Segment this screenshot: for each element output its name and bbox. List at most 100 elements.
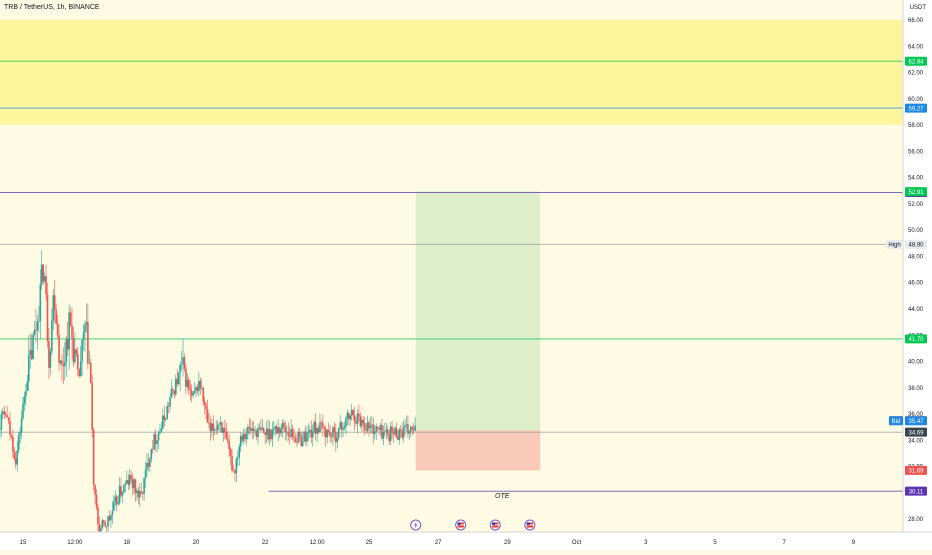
candle-body[interactable] xyxy=(221,422,223,433)
candle-body[interactable] xyxy=(27,355,30,382)
candle-body[interactable] xyxy=(242,434,245,441)
candle-body[interactable] xyxy=(92,429,95,485)
candle-body[interactable] xyxy=(52,295,55,321)
candle-body[interactable] xyxy=(365,428,367,431)
candle-body[interactable] xyxy=(167,406,170,407)
candle-body[interactable] xyxy=(313,422,316,432)
candle-body[interactable] xyxy=(277,427,279,434)
candle-body[interactable] xyxy=(113,501,115,511)
candle-body[interactable] xyxy=(234,470,236,474)
candle-body[interactable] xyxy=(388,434,390,442)
candle-body[interactable] xyxy=(144,469,147,478)
candle-body[interactable] xyxy=(71,325,73,339)
candle-body[interactable] xyxy=(58,335,60,364)
profit-target-box[interactable] xyxy=(415,191,541,431)
candle-body[interactable] xyxy=(320,422,323,424)
candle-body[interactable] xyxy=(118,486,121,504)
candle-body[interactable] xyxy=(247,426,249,434)
time-axis[interactable] xyxy=(0,532,932,550)
candle-body[interactable] xyxy=(16,450,19,465)
candle-body[interactable] xyxy=(379,424,382,430)
candle-body[interactable] xyxy=(85,321,88,325)
candle-body[interactable] xyxy=(410,426,412,432)
candle-body[interactable] xyxy=(301,441,304,446)
candle-body[interactable] xyxy=(245,433,248,440)
stop-loss-box[interactable] xyxy=(415,430,541,471)
candle-body[interactable] xyxy=(66,339,69,350)
candle-body[interactable] xyxy=(352,409,354,416)
candle-body[interactable] xyxy=(192,393,194,396)
candle-body[interactable] xyxy=(81,339,83,362)
candle-body[interactable] xyxy=(134,479,137,493)
candle-body[interactable] xyxy=(153,434,155,450)
candle-body[interactable] xyxy=(327,430,330,433)
candle-body[interactable] xyxy=(226,438,229,442)
candle-body[interactable] xyxy=(211,423,213,432)
candle-body[interactable] xyxy=(133,479,135,489)
candle-body[interactable] xyxy=(105,526,108,527)
candle-body[interactable] xyxy=(375,426,378,432)
candle-body[interactable] xyxy=(17,435,20,451)
candle-body[interactable] xyxy=(408,431,411,434)
candle-body[interactable] xyxy=(196,386,199,392)
candle-body[interactable] xyxy=(371,424,373,426)
candle-body[interactable] xyxy=(190,390,193,396)
candle-body[interactable] xyxy=(107,516,109,527)
candle-body[interactable] xyxy=(270,429,272,440)
candle-body[interactable] xyxy=(232,470,235,472)
candle-body[interactable] xyxy=(337,428,340,438)
candle-body[interactable] xyxy=(249,428,252,431)
candle-body[interactable] xyxy=(38,321,40,322)
candle-body[interactable] xyxy=(280,428,282,434)
candle-body[interactable] xyxy=(283,423,285,427)
price-axis[interactable] xyxy=(903,0,932,550)
candle-body[interactable] xyxy=(183,357,186,369)
candle-body[interactable] xyxy=(10,434,13,437)
candle-body[interactable] xyxy=(372,424,375,434)
candle-body[interactable] xyxy=(241,436,243,441)
candle-body[interactable] xyxy=(12,436,14,453)
candle-body[interactable] xyxy=(342,428,344,430)
candle-body[interactable] xyxy=(332,427,334,438)
candle-body[interactable] xyxy=(7,417,10,421)
candle-body[interactable] xyxy=(317,428,320,433)
candle-body[interactable] xyxy=(353,415,356,423)
candle-body[interactable] xyxy=(163,415,166,420)
candle-body[interactable] xyxy=(151,448,154,450)
candle-body[interactable] xyxy=(124,483,127,486)
candle-body[interactable] xyxy=(169,397,171,407)
candle-body[interactable] xyxy=(172,389,174,391)
candle-body[interactable] xyxy=(326,430,328,438)
candle-body[interactable] xyxy=(25,390,27,397)
candle-body[interactable] xyxy=(149,458,151,467)
candle-body[interactable] xyxy=(176,378,179,385)
candle-body[interactable] xyxy=(166,406,168,419)
candle-body[interactable] xyxy=(150,448,153,459)
candle-body[interactable] xyxy=(164,418,167,420)
candle-body[interactable] xyxy=(306,433,308,442)
candle-body[interactable] xyxy=(102,520,105,522)
candle-body[interactable] xyxy=(94,484,96,495)
candle-body[interactable] xyxy=(49,351,52,368)
candle-body[interactable] xyxy=(76,353,79,370)
candle-body[interactable] xyxy=(271,430,274,440)
candle-body[interactable] xyxy=(88,362,91,364)
candle-body[interactable] xyxy=(284,426,287,432)
candle-body[interactable] xyxy=(65,339,68,363)
candle-body[interactable] xyxy=(350,409,353,416)
candle-body[interactable] xyxy=(216,425,219,431)
candle-body[interactable] xyxy=(251,428,254,431)
candle-body[interactable] xyxy=(319,422,321,433)
candle-body[interactable] xyxy=(275,426,278,434)
candle-body[interactable] xyxy=(257,427,259,437)
candle-body[interactable] xyxy=(405,424,408,426)
candle-body[interactable] xyxy=(254,430,256,432)
candle-body[interactable] xyxy=(260,427,262,430)
candle-body[interactable] xyxy=(363,423,366,429)
candle-body[interactable] xyxy=(311,431,314,438)
candle-body[interactable] xyxy=(329,432,331,437)
candle-body[interactable] xyxy=(224,427,226,432)
candle-body[interactable] xyxy=(9,420,11,435)
